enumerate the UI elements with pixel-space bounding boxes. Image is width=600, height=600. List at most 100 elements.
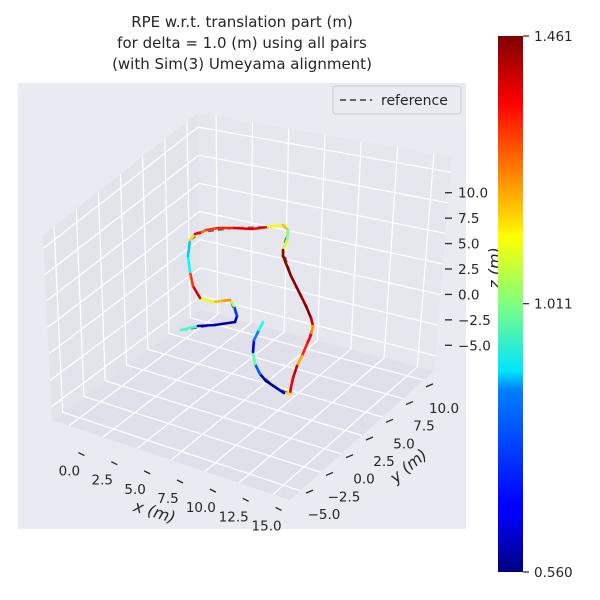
left-pane bbox=[43, 113, 201, 420]
grid-line bbox=[147, 348, 383, 418]
trajectory-segment bbox=[196, 323, 217, 328]
trajectory-segment bbox=[291, 364, 299, 380]
y-axis-tick-mark bbox=[425, 383, 434, 388]
z-axis-tick-label: 7.5 bbox=[458, 211, 479, 227]
z-axis-ticks: −5.0 −2.5 0.0 2.5 5.0 7.5 10.0 bbox=[445, 186, 491, 354]
colorbar-tick-label: 1.461 bbox=[534, 29, 573, 45]
x-axis-tick-label: 0.0 bbox=[59, 464, 80, 480]
y-axis-tick-label: 10.0 bbox=[429, 401, 459, 417]
trajectory-segment bbox=[289, 376, 295, 389]
trajectory-segment bbox=[294, 284, 303, 298]
trajectory-segment bbox=[300, 342, 309, 358]
legend-label: reference bbox=[381, 93, 448, 109]
colorbar-tick-label: 1.011 bbox=[534, 297, 573, 313]
grid-line bbox=[350, 141, 362, 350]
trajectory-segment bbox=[258, 372, 268, 383]
trajectory-segment bbox=[179, 324, 200, 332]
trajectory-segment bbox=[309, 316, 315, 328]
z-axis-tick-label: −2.5 bbox=[458, 313, 491, 329]
grid-lines bbox=[43, 116, 451, 495]
estimated-trajectory bbox=[179, 223, 315, 396]
grid-line bbox=[62, 411, 301, 492]
x-axis-ticks: 0.0 2.5 5.0 7.5 10.012.515.0 bbox=[59, 451, 282, 534]
y-axis-tick-label: −2.5 bbox=[328, 489, 361, 505]
chart-title-line-3: (with Sim(3) Umeyama alignment) bbox=[112, 55, 372, 73]
colorbar bbox=[498, 36, 523, 572]
y-axis-tick-label: 7.5 bbox=[413, 419, 434, 435]
x-axis-tick-mark bbox=[78, 451, 85, 457]
trajectory-segment bbox=[232, 226, 254, 231]
trajectory-segment bbox=[251, 338, 256, 354]
trajectory-segment bbox=[304, 304, 313, 320]
trajectory-segment bbox=[188, 232, 197, 242]
grid-line bbox=[53, 226, 64, 413]
trajectory-segment bbox=[250, 225, 270, 231]
y-axis-tick-mark bbox=[345, 454, 354, 459]
grid-line bbox=[215, 116, 219, 315]
z-axis-tick-label: 5.0 bbox=[458, 237, 479, 253]
x-axis-tick-mark bbox=[209, 488, 217, 493]
trajectory-segment bbox=[252, 328, 261, 342]
y-axis-tick-label: 0.0 bbox=[353, 472, 374, 488]
trajectory-segment bbox=[289, 274, 298, 288]
colorbar-ticks: 0.560 1.011 1.461 bbox=[523, 29, 573, 581]
chart-title-line-1: RPE w.r.t. translation part (m) bbox=[131, 13, 353, 31]
grid-line bbox=[168, 332, 404, 400]
grid-line bbox=[250, 122, 254, 324]
y-axis-tick-mark bbox=[305, 489, 314, 494]
grid-line bbox=[316, 134, 326, 341]
grid-line bbox=[105, 380, 342, 455]
colorbar-tick-label: 0.560 bbox=[534, 565, 573, 581]
x-axis-tick-label: 7.5 bbox=[157, 491, 178, 507]
trajectory-segment bbox=[273, 385, 286, 395]
grid-line bbox=[416, 153, 435, 367]
trajectory-segment bbox=[186, 254, 192, 274]
x-axis-tick-label: 2.5 bbox=[92, 473, 113, 489]
grid-line bbox=[126, 364, 363, 437]
z-axis-tick-label: 10.0 bbox=[458, 186, 488, 202]
trajectory-segment bbox=[295, 354, 304, 368]
trajectory-segment bbox=[266, 223, 285, 229]
grid-line bbox=[75, 208, 85, 397]
grid-line bbox=[97, 191, 106, 381]
grid-line bbox=[383, 147, 399, 358]
trajectory-segment bbox=[191, 284, 202, 300]
trajectory-segment bbox=[299, 294, 308, 308]
trajectory-segment bbox=[285, 264, 293, 278]
trajectory-segment bbox=[281, 238, 289, 252]
chart-title-line-2: for delta = 1.0 (m) using all pairs bbox=[117, 34, 367, 52]
trajectory-segment bbox=[232, 304, 239, 318]
x-axis-tick-mark bbox=[176, 479, 184, 484]
x-axis-tick-mark bbox=[242, 497, 250, 502]
trajectory-segment bbox=[213, 320, 237, 327]
x-axis-tick-mark bbox=[275, 506, 282, 512]
grid-line bbox=[190, 317, 424, 381]
trajectory-segment bbox=[305, 333, 313, 346]
grid-line bbox=[186, 121, 191, 318]
x-axis-tick-mark bbox=[110, 461, 118, 466]
x-axis-tick-label: 10.0 bbox=[186, 500, 216, 516]
x-axis-tick-mark bbox=[143, 470, 151, 475]
y-axis-tick-mark bbox=[405, 400, 414, 406]
trajectory-segment bbox=[251, 350, 257, 366]
trajectory-segment bbox=[204, 226, 220, 232]
y-axis-ticks: −5.0 −2.50.0 2.5 5.07.5 10.0 bbox=[305, 383, 459, 523]
trajectory-segment bbox=[264, 379, 277, 389]
grid-line bbox=[142, 156, 149, 350]
y-axis-tick-mark bbox=[385, 418, 394, 423]
trajectory-segment bbox=[186, 238, 192, 258]
y-axis-tick-label: −5.0 bbox=[308, 507, 341, 523]
grid-line bbox=[119, 173, 128, 366]
trajectory-segment bbox=[220, 298, 232, 303]
trajectory-segment bbox=[309, 324, 315, 337]
trajectory-segment bbox=[257, 320, 265, 332]
y-axis-tick-label: 5.0 bbox=[393, 436, 414, 452]
legend: reference bbox=[332, 85, 462, 115]
x-axis-tick-label: 5.0 bbox=[124, 482, 145, 498]
x-axis-tick-label: 15.0 bbox=[252, 518, 282, 534]
trajectory-segment bbox=[253, 362, 262, 376]
trajectory-segment bbox=[281, 254, 289, 268]
trajectory-segment bbox=[285, 228, 290, 242]
grid-line bbox=[164, 139, 170, 334]
